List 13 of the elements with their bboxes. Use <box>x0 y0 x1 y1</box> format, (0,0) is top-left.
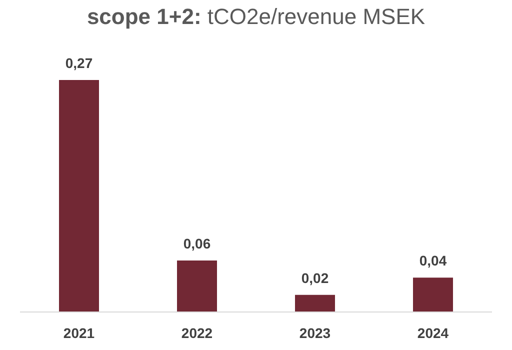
bar <box>413 278 453 312</box>
bar <box>295 294 335 312</box>
data-label: 0,06 <box>183 235 211 252</box>
bar <box>177 260 217 312</box>
data-label: 0,02 <box>301 270 329 286</box>
x-tick-label: 2022 <box>181 324 213 341</box>
bar <box>59 80 99 312</box>
x-tick-label: 2021 <box>63 324 95 341</box>
data-label: 0,04 <box>419 252 447 269</box>
x-tick-label: 2023 <box>299 324 331 341</box>
x-tick-label: 2024 <box>417 324 449 341</box>
chart-title: scope 1+2: tCO2e/revenue MSEK <box>86 4 426 30</box>
data-label: 0,27 <box>65 55 93 71</box>
